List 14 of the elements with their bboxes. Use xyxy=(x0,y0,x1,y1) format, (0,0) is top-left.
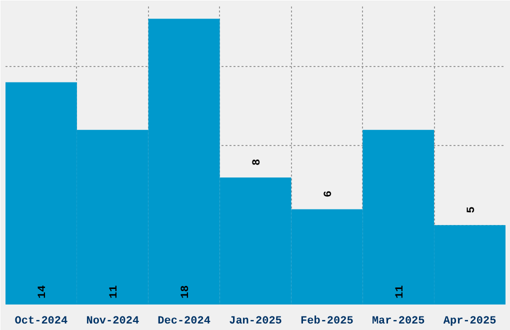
x-tick-label: Feb-2025 xyxy=(300,316,354,328)
data-label: 11 xyxy=(394,284,406,298)
x-tick-label: Apr-2025 xyxy=(443,316,497,328)
x-tick-label: Oct-2024 xyxy=(14,316,68,328)
x-tick-label: Nov-2024 xyxy=(86,316,140,328)
data-label: 18 xyxy=(180,284,192,298)
x-tick-label: Mar-2025 xyxy=(372,316,426,328)
data-label: 11 xyxy=(108,284,121,298)
data-label: 14 xyxy=(37,284,50,298)
data-label: 8 xyxy=(252,158,264,166)
x-tick-label: Dec-2024 xyxy=(158,316,211,328)
x-tick-label: Jan-2025 xyxy=(229,316,282,328)
data-label: 5 xyxy=(466,206,478,214)
data-label: 6 xyxy=(322,190,335,198)
